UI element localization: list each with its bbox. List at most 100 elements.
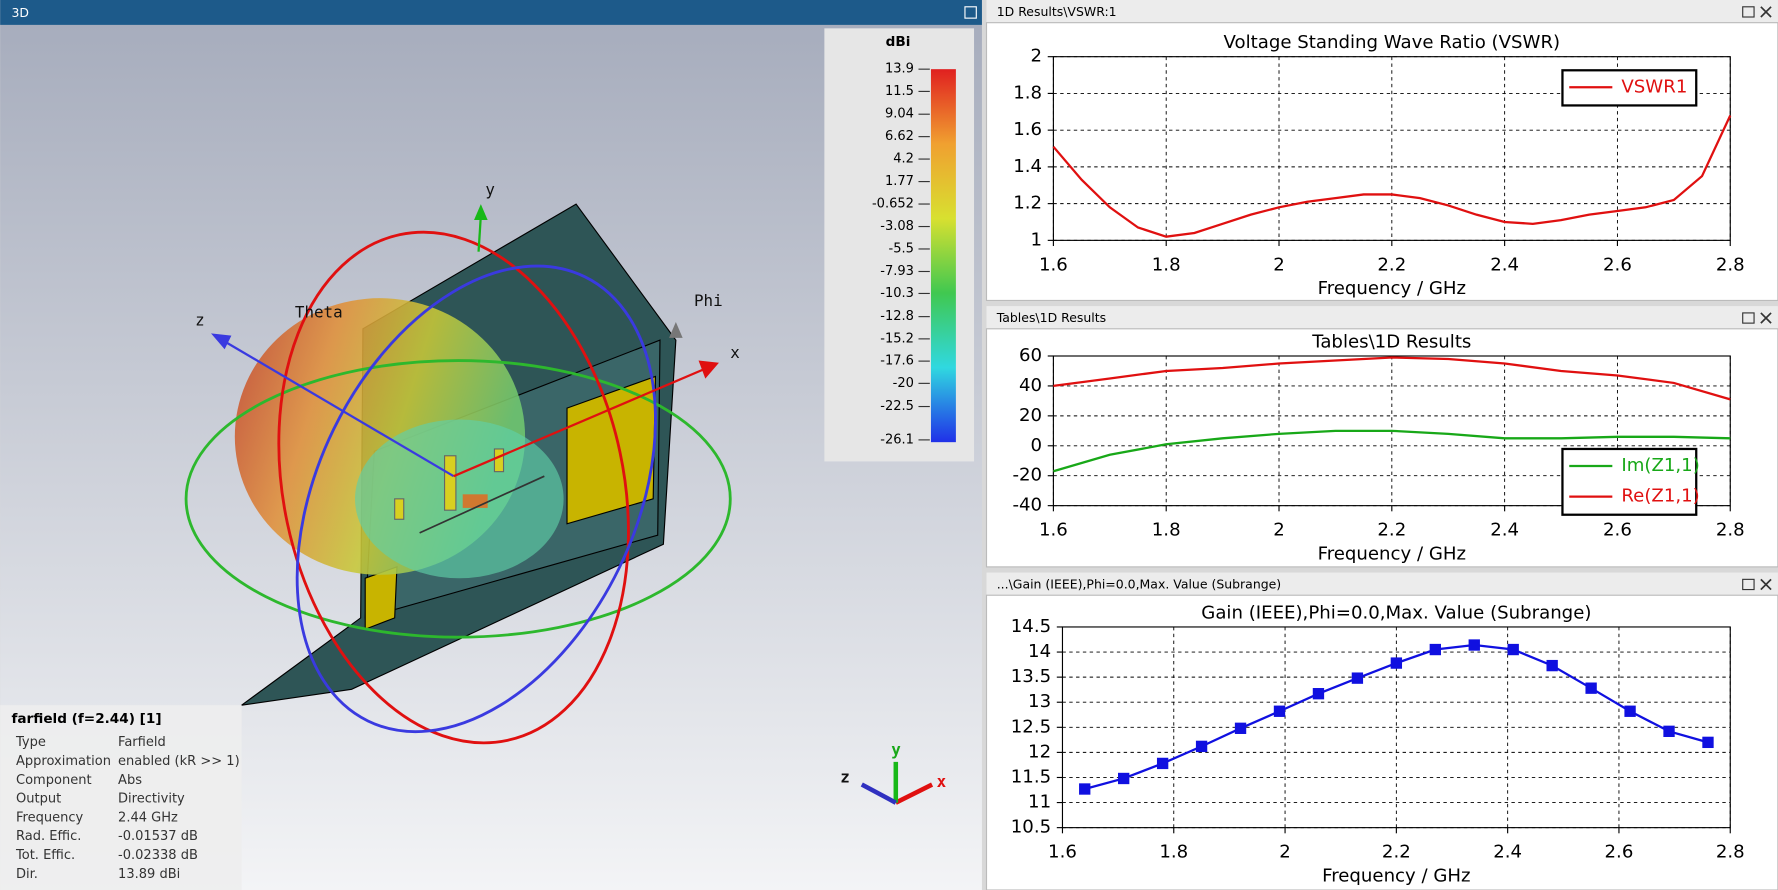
series-line xyxy=(1052,114,1732,238)
panel-header xyxy=(0,0,982,25)
maximize-button[interactable] xyxy=(964,6,977,19)
x-tick-label: 2.8 xyxy=(1716,520,1745,541)
x-tick-label: 2.8 xyxy=(1716,842,1745,863)
panel-header xyxy=(986,0,1778,23)
marker xyxy=(1546,659,1558,672)
marker xyxy=(1585,682,1597,694)
x-tick-label: 2.4 xyxy=(1490,254,1519,275)
x-axis-label: Frequency / GHz xyxy=(1318,543,1466,564)
x-tick-label: 2.2 xyxy=(1377,520,1406,541)
plot-border xyxy=(1052,355,1731,507)
maximize-button[interactable] xyxy=(1742,6,1755,18)
info-key: Frequency xyxy=(16,810,84,825)
x-tick-label: 2 xyxy=(1273,520,1285,541)
info-key: Dir. xyxy=(16,867,38,882)
colorbar-label: -7.93 xyxy=(880,264,914,279)
marker xyxy=(1663,725,1675,737)
x-tick-label: 2.2 xyxy=(1382,842,1411,863)
x-tick-label: 2.4 xyxy=(1490,520,1519,541)
x-tick-label: 1.6 xyxy=(1039,254,1068,275)
info-value: Directivity xyxy=(118,792,185,807)
y-tick-label: 1.6 xyxy=(1013,119,1042,140)
info-value: 13.89 dBi xyxy=(118,867,180,882)
x-axis-label: Frequency / GHz xyxy=(1318,278,1466,299)
triad-x xyxy=(894,782,934,805)
info-title: farfield (f=2.44) [1] xyxy=(11,711,161,727)
axis-label: y xyxy=(485,180,495,199)
y-tick-label: 20 xyxy=(1019,405,1042,426)
y-tick-label: 14.5 xyxy=(1011,616,1051,637)
panel-header xyxy=(986,306,1778,329)
colorbar-label: -26.1 xyxy=(880,432,914,447)
y-tick-label: 40 xyxy=(1019,375,1042,396)
marker xyxy=(1702,736,1714,749)
colorbar-label: 13.9 xyxy=(885,62,914,77)
marker xyxy=(1118,772,1130,785)
y-tick-label: 60 xyxy=(1019,345,1042,366)
close-button[interactable] xyxy=(1760,6,1772,18)
plot-border xyxy=(1061,626,1731,829)
marker xyxy=(1234,722,1247,734)
dipole xyxy=(493,448,505,473)
x-tick-label: 2.6 xyxy=(1605,842,1634,863)
dipole xyxy=(444,455,457,511)
marker xyxy=(1273,705,1286,717)
y-tick-label: 1.4 xyxy=(1013,156,1042,177)
y-tick-label: 2 xyxy=(1031,46,1043,67)
legend-label: VSWR1 xyxy=(1621,76,1687,97)
dipole xyxy=(394,498,405,520)
close-button[interactable] xyxy=(1760,312,1772,324)
x-axis-label: Frequency / GHz xyxy=(1322,865,1470,886)
maximize-button[interactable] xyxy=(1742,578,1755,591)
y-axis xyxy=(477,215,482,252)
info-value: 2.44 GHz xyxy=(118,810,178,825)
info-value: -0.01537 dB xyxy=(118,829,198,844)
close-button[interactable] xyxy=(1760,578,1772,591)
info-value: enabled (kR >> 1) xyxy=(118,754,240,769)
z-axis xyxy=(221,339,455,478)
y-tick-label: 11 xyxy=(1028,792,1051,813)
maximize-button[interactable] xyxy=(1742,312,1755,324)
panel-header xyxy=(986,572,1778,596)
panel-title: 3D xyxy=(11,5,29,20)
y-tick-label: 11.5 xyxy=(1011,766,1051,787)
plot-border xyxy=(1052,56,1731,241)
colorbar-label: 6.62 xyxy=(885,129,914,144)
triad-label: z xyxy=(840,767,850,786)
colorbar-label: 11.5 xyxy=(885,84,914,99)
feed-line xyxy=(419,475,545,534)
panel-title: ...\Gain (IEEE),Phi=0.0,Max. Value (Subr… xyxy=(997,577,1281,592)
chart-title: Gain (IEEE),Phi=0.0,Max. Value (Subrange… xyxy=(1201,602,1591,623)
legend-label: Im(Z1,1) xyxy=(1621,455,1699,476)
panel-title: 1D Results\VSWR:1 xyxy=(997,4,1117,19)
model: y z Theta Phi x xyxy=(184,180,740,745)
x-tick-label: 2 xyxy=(1273,254,1285,275)
legend-label: Re(Z1,1) xyxy=(1621,486,1699,507)
x-arrow xyxy=(698,360,719,379)
chart-title: Voltage Standing Wave Ratio (VSWR) xyxy=(1224,32,1561,53)
chart-title: Tables\1D Results xyxy=(1311,331,1471,352)
colorbar-label: -0.652 xyxy=(872,197,914,212)
x-tick-label: 1.6 xyxy=(1039,520,1068,541)
marker xyxy=(1507,643,1519,656)
y-tick-label: -20 xyxy=(1012,465,1042,486)
phi-circle xyxy=(184,359,732,639)
x-tick-label: 2 xyxy=(1279,842,1291,863)
colorbar-title: dBi xyxy=(886,34,911,50)
y-tick-label: 13 xyxy=(1028,691,1051,712)
colorbar xyxy=(930,69,956,443)
axis-label: Phi xyxy=(694,291,723,310)
info-value: Farfield xyxy=(118,735,166,750)
colorbar-label: -10.3 xyxy=(880,286,914,301)
y-tick-label: 14 xyxy=(1028,641,1051,662)
x-tick-label: 1.8 xyxy=(1159,842,1188,863)
panel-title: Tables\1D Results xyxy=(996,310,1106,325)
y-tick-label: 12 xyxy=(1028,741,1051,762)
info-key: Tot. Effic. xyxy=(15,848,75,863)
y-tick-label: -40 xyxy=(1012,495,1042,516)
info-key: Approximation xyxy=(16,754,111,769)
x-tick-label: 1.8 xyxy=(1152,520,1181,541)
colorbar-label: -17.6 xyxy=(880,354,914,369)
series-line xyxy=(1053,429,1731,473)
